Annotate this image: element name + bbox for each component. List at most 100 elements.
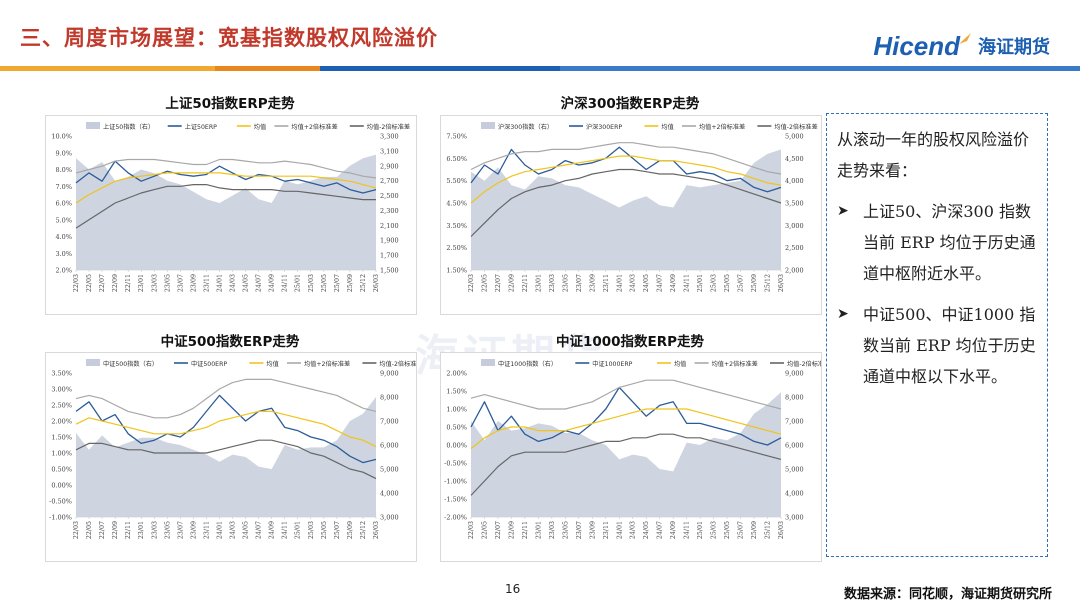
logo-swoosh-icon [959,33,971,44]
y-left-tick-label: 3.0% [55,250,72,258]
x-tick-label: 24/01 [616,274,623,292]
chart-title-zz500: 中证500指数ERP走势 [160,334,300,350]
x-tick-label: 25/07 [334,521,341,539]
series-index-area [471,392,781,517]
y-right-tick-label: 1,700 [380,252,399,260]
y-right-tick-label: 1,500 [380,267,399,275]
commentary-bullet-1-text: 上证50、沪深300 指数当前 ERP 均位于历史通道中枢附近水平。 [863,202,1036,283]
x-tick-label: 22/03 [73,521,80,539]
x-tick-label: 24/05 [243,274,250,292]
x-tick-label: 23/01 [138,521,145,539]
header-stripe-blue-1 [320,66,560,71]
x-tick-label: 25/07 [334,274,341,292]
series-upper-band-line [75,158,377,179]
y-right-tick-label: 5,000 [380,466,399,474]
x-tick-label: 23/07 [576,521,583,539]
page-number: 16 [505,582,521,596]
y-right-tick-label: 2,500 [785,244,804,252]
x-tick-label: 24/01 [216,521,223,539]
x-tick-label: 23/09 [589,521,596,539]
x-tick-label: 25/12 [765,521,772,539]
x-tick-label: 25/01 [697,521,704,539]
x-tick-label: 25/03 [711,521,718,539]
y-left-tick-label: 2.00% [446,370,467,378]
y-right-tick-label: 2,900 [380,162,399,170]
y-right-tick-label: 2,700 [380,177,399,185]
y-left-tick-label: -0.50% [49,498,72,506]
legend-label: 均值-2倍标准差 [774,123,817,131]
x-tick-label: 23/03 [151,521,158,539]
x-tick-label: 25/12 [360,274,367,292]
x-tick-label: 24/09 [670,274,677,292]
legend-label: 中证1000ERP [592,360,632,368]
logo-text: Hicend [873,30,960,61]
y-right-tick-label: 9,000 [785,370,804,378]
y-left-tick-label: -1.00% [444,478,467,486]
y-right-tick-label: 9,000 [380,370,399,378]
x-tick-label: 22/05 [481,521,488,539]
legend-label: 沪深300ERP [586,123,622,131]
x-tick-label: 23/09 [190,274,197,292]
header-stripe-orange-2 [215,66,320,71]
x-tick-label: 25/09 [347,274,354,292]
commentary-bullet-2-text: 中证500、中证1000 指数当前 ERP 均位于历史通道中枢以下水平。 [863,305,1036,386]
y-left-tick-label: 2.0% [55,267,72,275]
legend-label: 均值 [254,123,266,131]
legend-label: 均值+2倍标准差 [699,123,745,131]
y-left-tick-label: 4.50% [446,200,467,208]
x-tick-label: 25/01 [697,274,704,292]
y-left-tick-label: 6.50% [446,155,467,163]
brand-logo: Hicend 海证期货 [873,30,1050,62]
y-right-tick-label: 5,000 [785,133,804,141]
commentary-panel: 从滚动一年的股权风险溢价走势来看： ➤ 上证50、沪深300 指数当前 ERP … [826,113,1048,557]
x-tick-label: 25/03 [711,274,718,292]
x-tick-label: 22/09 [508,521,515,539]
x-tick-label: 22/09 [112,521,119,539]
y-right-tick-label: 6,000 [380,442,399,450]
series-mean-line [470,408,782,450]
data-source: 数据来源：同花顺，海证期货研究所 [843,587,1052,602]
legend-label: 上证50指数（右） [103,123,154,131]
legend-label: 均值-2倍标准差 [787,360,821,368]
y-left-tick-label: 0.50% [446,424,467,432]
commentary-intro: 从滚动一年的股权风险溢价走势来看： [837,130,1030,180]
y-left-tick-label: -0.50% [444,460,467,468]
y-right-tick-label: 3,000 [785,222,804,230]
series-lower-band-line [75,439,377,480]
x-tick-label: 23/03 [549,274,556,292]
x-tick-label: 23/03 [151,274,158,292]
chart-title-zz1000: 中证1000指数ERP走势 [555,334,705,350]
x-tick-label: 24/01 [216,274,223,292]
x-tick-label: 25/12 [360,521,367,539]
x-tick-label: 22/07 [495,274,502,292]
legend-label: 均值-2倍标准差 [367,123,410,131]
y-left-tick-label: 4.0% [55,233,72,241]
x-tick-label: 23/09 [589,274,596,292]
series-erp-line [75,394,377,464]
series-lower-band-line [470,168,782,237]
series-lower-band-line [470,433,782,496]
x-tick-label: 24/11 [282,521,289,539]
y-right-tick-label: 4,000 [785,177,804,185]
y-right-tick-label: 3,300 [380,133,399,141]
y-right-tick-label: 3,000 [785,514,804,522]
y-right-tick-label: 8,000 [785,394,804,402]
y-left-tick-label: 1.00% [446,406,467,414]
y-left-tick-label: 2.00% [51,418,72,426]
header-stripe-orange-1 [0,66,215,71]
x-tick-label: 22/11 [522,274,529,292]
x-tick-label: 25/07 [738,274,745,292]
x-tick-label: 22/11 [125,274,132,292]
legend-label: 均值-2倍标准差 [379,360,416,368]
legend-label: 均值+2倍标准差 [304,360,350,368]
x-tick-label: 26/03 [778,521,785,539]
y-left-tick-label: 3.50% [446,222,467,230]
series-upper-band-line [470,379,782,410]
x-tick-label: 24/05 [643,274,650,292]
y-left-tick-label: 5.0% [55,216,72,224]
y-right-tick-label: 7,000 [785,418,804,426]
x-tick-label: 25/03 [308,521,315,539]
chart-hs300-erp: 沪深300指数（右） 沪深300ERP 均值 均值+2倍标准差 均值-2倍标准差 1.50… [440,115,822,315]
y-right-tick-label: 8,000 [380,394,399,402]
x-tick-label: 24/09 [269,521,276,539]
